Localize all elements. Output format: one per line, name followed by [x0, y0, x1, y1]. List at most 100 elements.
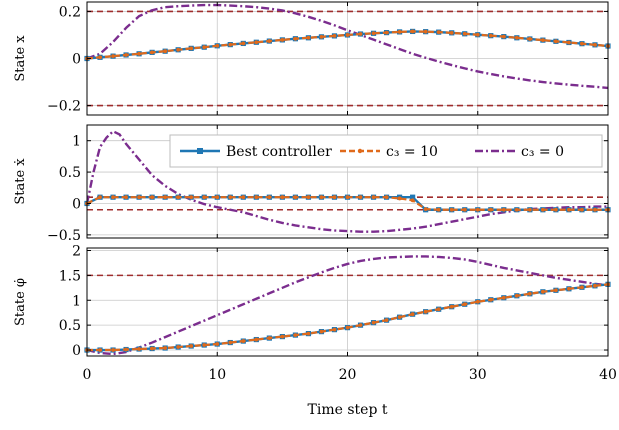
- data-point-c3-10: [189, 344, 194, 348]
- data-point-c3-10: [215, 43, 220, 48]
- data-point-c3-10: [241, 195, 246, 200]
- data-point-c3-10: [462, 302, 467, 307]
- data-point-c3-10: [202, 195, 207, 200]
- data-point-c3-10: [488, 33, 493, 38]
- data-point-c3-10: [345, 195, 350, 200]
- legend: Best controller c₃ = 10 c₃ = 0: [169, 134, 603, 168]
- data-point-c3-10: [488, 297, 493, 302]
- data-point-c3-10: [358, 195, 363, 200]
- data-point-c3-10: [345, 325, 350, 330]
- data-point-c3-10: [215, 342, 220, 346]
- data-point-c3-10: [514, 293, 519, 298]
- data-point-c3-10: [293, 195, 298, 200]
- data-point-c3-10: [267, 336, 272, 340]
- data-point-c3-10: [111, 54, 115, 59]
- data-point-c3-10: [449, 30, 454, 35]
- data-point-c3-10: [176, 345, 181, 349]
- data-point-c3-10: [567, 207, 571, 212]
- data-point-c3-10: [397, 315, 402, 320]
- data-point-c3-10: [554, 207, 558, 212]
- data-point-c3-10: [554, 288, 558, 293]
- data-point-c3-10: [384, 195, 389, 200]
- data-point-c3-10: [306, 195, 311, 200]
- y-axis-label: State ẋ: [13, 158, 28, 205]
- data-point-c3-10: [137, 51, 142, 56]
- data-point-c3-10: [163, 346, 168, 350]
- data-point-c3-10: [540, 289, 545, 294]
- data-point-c3-10: [410, 312, 415, 317]
- data-point-c3-10: [254, 195, 259, 200]
- data-point-c3-10: [111, 348, 115, 352]
- data-point-c3-10: [332, 34, 337, 38]
- legend-marker: [357, 148, 363, 154]
- y-tick-label: 2: [72, 243, 81, 259]
- data-point-c3-10: [488, 207, 493, 212]
- data-point-best-controller: [410, 194, 416, 200]
- data-point-c3-10: [527, 291, 532, 296]
- x-tick-label: 30: [469, 367, 487, 383]
- data-point-c3-10: [384, 318, 389, 323]
- y-tick-label: 0.5: [59, 165, 81, 181]
- x-tick-label: 0: [83, 367, 92, 383]
- data-point-c3-10: [280, 38, 285, 42]
- panel-3: 0 0.5 1 1.5 2 State φ̇ 0 10 20 30 40 Time step t: [13, 243, 617, 418]
- data-point-c3-10: [124, 347, 128, 352]
- data-point-c3-10: [423, 309, 428, 314]
- data-point-c3-10: [449, 207, 454, 212]
- data-point-c3-10: [567, 40, 571, 45]
- data-point-c3-10: [267, 39, 272, 43]
- y-tick-label: 1.5: [59, 268, 81, 284]
- data-point-c3-10: [567, 286, 571, 291]
- data-point-c3-10: [137, 195, 142, 200]
- data-point-c3-10: [254, 337, 259, 342]
- data-point-c3-10: [436, 307, 441, 312]
- data-point-c3-10: [449, 304, 454, 309]
- y-axis-label: State φ̇: [13, 278, 28, 326]
- data-point-c3-10: [150, 346, 155, 351]
- data-point-c3-10: [358, 323, 363, 328]
- y-tick-label: 0.5: [59, 318, 81, 334]
- y-tick-label: 1: [72, 293, 81, 309]
- data-point-c3-10: [423, 207, 428, 212]
- data-point-c3-10: [241, 41, 246, 46]
- data-point-c3-10: [215, 195, 220, 200]
- data-point-c3-10: [345, 33, 350, 37]
- data-point-c3-10: [397, 196, 402, 201]
- data-point-c3-10: [293, 333, 298, 337]
- x-tick-label: 20: [339, 367, 357, 383]
- y-tick-label: 0.2: [59, 4, 81, 20]
- legend-marker: [197, 148, 203, 154]
- data-point-c3-10: [358, 32, 363, 36]
- data-point-c3-10: [306, 331, 311, 336]
- data-point-c3-10: [306, 35, 311, 40]
- data-point-c3-10: [397, 29, 402, 34]
- data-point-c3-10: [98, 55, 102, 60]
- data-point-c3-10: [228, 195, 233, 200]
- data-point-c3-10: [410, 198, 415, 203]
- y-tick-label: 0: [72, 196, 81, 212]
- data-point-c3-10: [514, 207, 519, 212]
- data-point-c3-10: [527, 207, 532, 212]
- data-point-c3-10: [580, 207, 584, 212]
- legend-label: c₃ = 10: [386, 144, 438, 160]
- data-point-c3-10: [475, 207, 480, 212]
- panel-1: −0.2 0 0.2 State x: [13, 1, 611, 116]
- data-point-c3-10: [98, 195, 102, 200]
- data-point-c3-10: [593, 42, 597, 47]
- data-point-c3-10: [189, 46, 194, 51]
- data-point-c3-10: [501, 295, 506, 300]
- data-point-c3-10: [580, 285, 584, 290]
- data-point-c3-10: [462, 207, 467, 212]
- data-point-c3-10: [436, 30, 441, 35]
- data-point-c3-10: [267, 195, 272, 200]
- x-tick-label: 10: [208, 367, 226, 383]
- data-point-c3-10: [371, 31, 376, 36]
- series-line-c3-0: [87, 255, 608, 356]
- data-point-c3-10: [280, 334, 285, 339]
- data-point-c3-10: [228, 42, 233, 47]
- data-point-c3-10: [554, 39, 558, 44]
- y-tick-label: 0: [72, 52, 81, 68]
- data-point-c3-10: [254, 40, 259, 45]
